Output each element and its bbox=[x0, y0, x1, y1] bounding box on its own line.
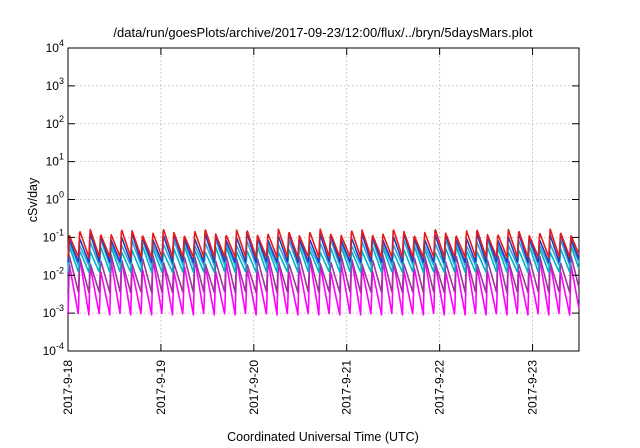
y-tick-label: 101 bbox=[46, 152, 64, 169]
x-axis-ticks: 2017-9-18 2017-9-19 2017-9-20 2017-9-21 2017… bbox=[61, 48, 540, 415]
y-axis-ticks: 10-4 10-3 10-2 10-1 100 101 102 103 104 bbox=[43, 38, 579, 358]
y-tick-label: 10-1 bbox=[43, 227, 64, 244]
x-axis-label: Coordinated Universal Time (UTC) bbox=[227, 430, 419, 444]
series-line bbox=[67, 228, 580, 258]
y-tick-label: 10-3 bbox=[43, 303, 64, 320]
y-tick-label: 10-2 bbox=[43, 265, 64, 282]
y-tick-label: 103 bbox=[46, 76, 64, 93]
series-group bbox=[67, 228, 580, 316]
x-tick-label: 2017-9-21 bbox=[340, 360, 354, 415]
x-tick-label: 2017-9-22 bbox=[433, 360, 447, 415]
x-tick-label: 2017-9-23 bbox=[526, 360, 540, 415]
grid bbox=[68, 48, 579, 351]
y-tick-label: 104 bbox=[46, 38, 64, 55]
y-tick-label: 10-4 bbox=[43, 341, 64, 358]
x-tick-label: 2017-9-19 bbox=[154, 360, 168, 415]
y-axis-label: cSv/day bbox=[26, 177, 40, 222]
chart-title: /data/run/goesPlots/archive/2017-09-23/1… bbox=[113, 25, 533, 40]
y-tick-label: 100 bbox=[46, 190, 64, 207]
x-tick-label: 2017-9-18 bbox=[61, 360, 75, 415]
x-tick-label: 2017-9-20 bbox=[247, 360, 261, 415]
y-tick-label: 102 bbox=[46, 114, 64, 131]
